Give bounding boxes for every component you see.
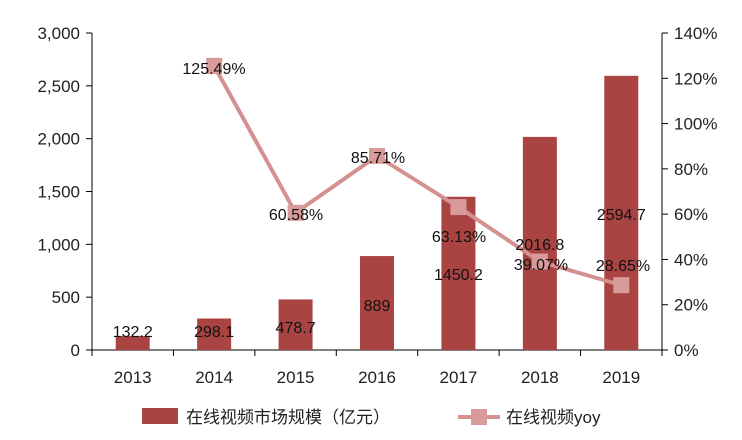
left-tick-label: 2,500: [37, 77, 80, 96]
left-tick-label: 1,500: [37, 183, 80, 202]
right-tick-label: 120%: [674, 69, 717, 88]
left-tick-label: 1,000: [37, 235, 80, 254]
yoy-marker: [613, 277, 630, 294]
bar: [115, 336, 150, 350]
bar: [604, 75, 639, 351]
right-tick-label: 100%: [674, 115, 717, 134]
x-tick-label: 2014: [195, 368, 233, 387]
bar-value-label: 2594.7: [597, 207, 646, 224]
bar-value-label: 2016.8: [515, 237, 564, 254]
yoy-marker: [206, 57, 223, 74]
data-labels: 132.2 298.1 478.7 889 1450.2 2016.8 2594.7 125.…: [113, 61, 650, 341]
right-tick-label: 140%: [674, 24, 717, 43]
x-tick-label: 2016: [358, 368, 396, 387]
x-tick-label: 2017: [440, 368, 478, 387]
yoy-value-label: 39.07%: [514, 257, 568, 274]
bar-value-label: 132.2: [113, 324, 153, 341]
legend: 在线视频市场规模（亿元） 在线视频yoy: [142, 408, 601, 427]
left-tick-label: 2,000: [37, 130, 80, 149]
x-tick-label: 2013: [114, 368, 152, 387]
bar: [197, 318, 232, 350]
legend-line-label: 在线视频yoy: [506, 408, 601, 427]
legend-bar-label: 在线视频市场规模（亿元）: [186, 408, 390, 427]
legend-marker-swatch: [471, 409, 487, 425]
bar-value-label: 889: [364, 298, 391, 315]
left-tick-label: 3,000: [37, 24, 80, 43]
legend-bar-swatch: [142, 408, 178, 424]
right-tick-label: 80%: [674, 160, 708, 179]
yoy-value-label: 60.58%: [269, 207, 323, 224]
yoy-value-label: 28.65%: [596, 258, 650, 275]
x-tick-label: 2019: [602, 368, 640, 387]
x-tick-label: 2015: [277, 368, 315, 387]
bar: [360, 256, 394, 350]
x-tick-label: 2018: [521, 368, 559, 387]
right-tick-label: 40%: [674, 250, 708, 269]
bar-value-label: 1450.2: [434, 267, 483, 284]
yoy-value-label: 85.71%: [351, 150, 405, 167]
bar-series: [115, 75, 639, 351]
left-tick-label: 500: [52, 288, 80, 307]
bar: [441, 196, 476, 350]
yoy-marker: [287, 204, 304, 221]
line-series: [206, 57, 630, 294]
yoy-marker: [369, 147, 385, 164]
right-tick-label: 20%: [674, 296, 708, 315]
yoy-value-label: 63.13%: [432, 229, 486, 246]
bar: [278, 299, 313, 350]
bar-value-label: 478.7: [276, 320, 316, 337]
bar: [522, 136, 557, 350]
left-tick-label: 0: [71, 341, 80, 360]
bar-value-label: 298.1: [194, 324, 234, 341]
yoy-value-label: 125.49%: [182, 61, 245, 78]
yoy-line: [212, 64, 622, 288]
right-tick-label: 0%: [674, 341, 699, 360]
right-tick-label: 60%: [674, 205, 708, 224]
axes: 0 500 1,000 1,500 2,000 2,500 3,000 0% 20% 40% 60%…: [37, 24, 717, 387]
yoy-marker: [450, 199, 467, 216]
yoy-marker: [531, 253, 548, 270]
